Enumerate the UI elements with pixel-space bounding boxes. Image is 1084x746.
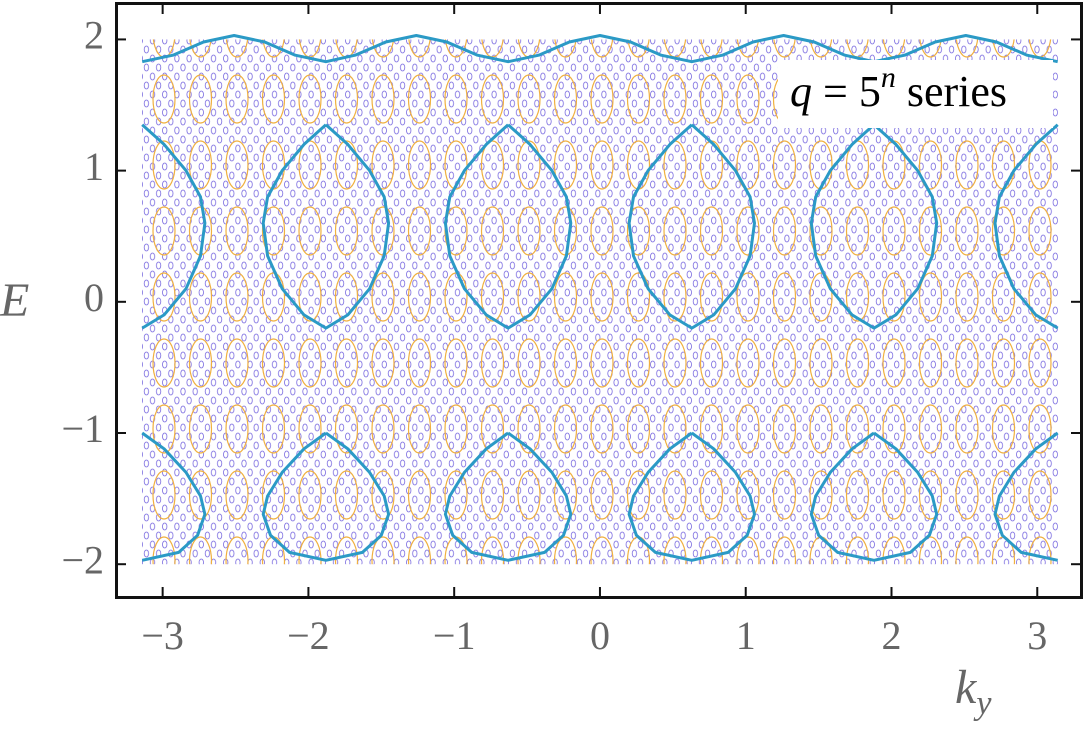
band-curve <box>141 123 1059 330</box>
x-tick-label: 2 <box>881 613 901 658</box>
annotation-exp: n <box>881 61 896 94</box>
x-axis-label: ky <box>955 661 992 722</box>
x-axis-label-sub: y <box>973 685 992 722</box>
plot-area <box>141 34 1059 562</box>
x-tick-label: −3 <box>141 613 184 658</box>
annotation-eq: = 5 <box>812 67 881 116</box>
x-tick-label: 1 <box>736 613 756 658</box>
y-tick-label: −1 <box>61 406 104 451</box>
band-curve <box>141 431 1059 562</box>
frame <box>115 2 1083 599</box>
y-axis-label: E <box>0 274 29 327</box>
x-tick-label: −1 <box>433 613 476 658</box>
x-tick-label: −2 <box>287 613 330 658</box>
annotation-rest: series <box>896 67 1007 116</box>
band-curve <box>141 34 1059 64</box>
y-tick-label: 0 <box>84 275 104 320</box>
annotation-box <box>778 60 1053 128</box>
x-tick-label: 0 <box>590 613 610 658</box>
y-tick-label: −2 <box>61 537 104 582</box>
y-tick-label: 2 <box>84 13 104 58</box>
x-axis-label-main: k <box>955 661 978 714</box>
annotation-var: q <box>790 67 812 116</box>
y-tick-label: 1 <box>84 144 104 189</box>
annotation: q = 5n series <box>790 61 1007 116</box>
x-tick-label: 3 <box>1027 613 1047 658</box>
